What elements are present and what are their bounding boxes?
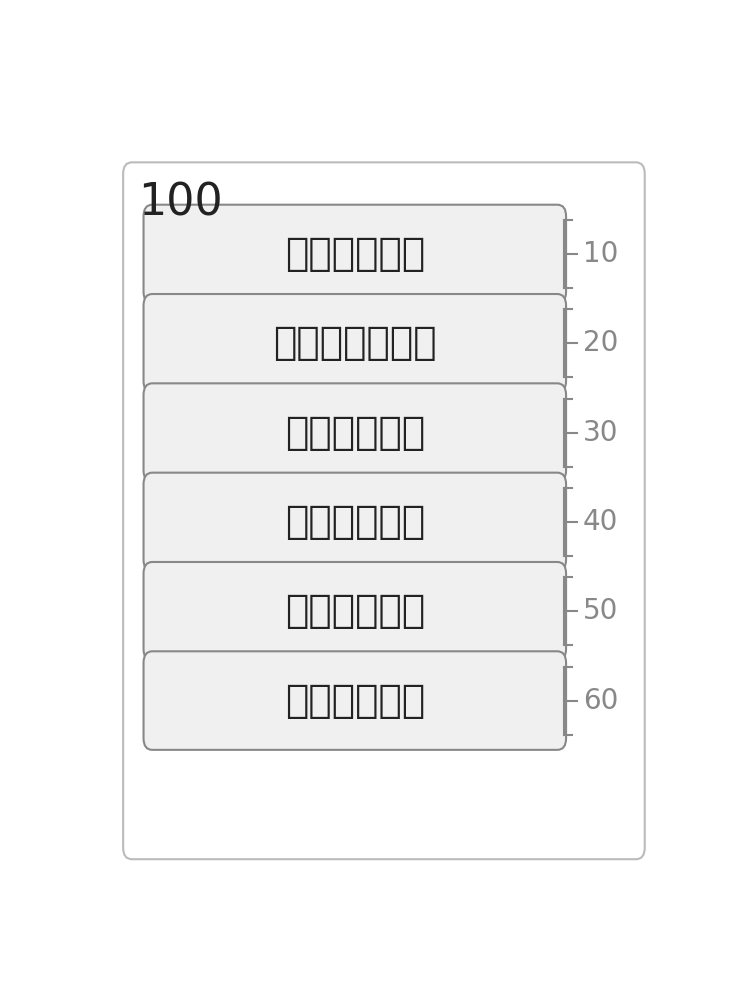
FancyBboxPatch shape <box>144 651 566 750</box>
Text: 20: 20 <box>583 329 618 357</box>
FancyBboxPatch shape <box>144 205 566 303</box>
FancyBboxPatch shape <box>144 383 566 482</box>
FancyBboxPatch shape <box>144 294 566 393</box>
Text: 训练集建立模块: 训练集建立模块 <box>273 324 437 362</box>
Text: 模型训练模块: 模型训练模块 <box>285 503 425 541</box>
Text: 结果汇总模块: 结果汇总模块 <box>285 682 425 720</box>
Text: 模型构建模块: 模型构建模块 <box>285 414 425 452</box>
Text: 30: 30 <box>583 419 618 447</box>
Text: 图像分割模块: 图像分割模块 <box>285 235 425 273</box>
Text: 50: 50 <box>583 597 618 625</box>
Text: 40: 40 <box>583 508 618 536</box>
Text: 60: 60 <box>583 687 618 715</box>
FancyBboxPatch shape <box>123 162 644 859</box>
FancyBboxPatch shape <box>144 473 566 571</box>
FancyBboxPatch shape <box>144 562 566 661</box>
Text: 100: 100 <box>138 182 223 225</box>
Text: 图像检测模块: 图像检测模块 <box>285 592 425 630</box>
Text: 10: 10 <box>583 240 618 268</box>
